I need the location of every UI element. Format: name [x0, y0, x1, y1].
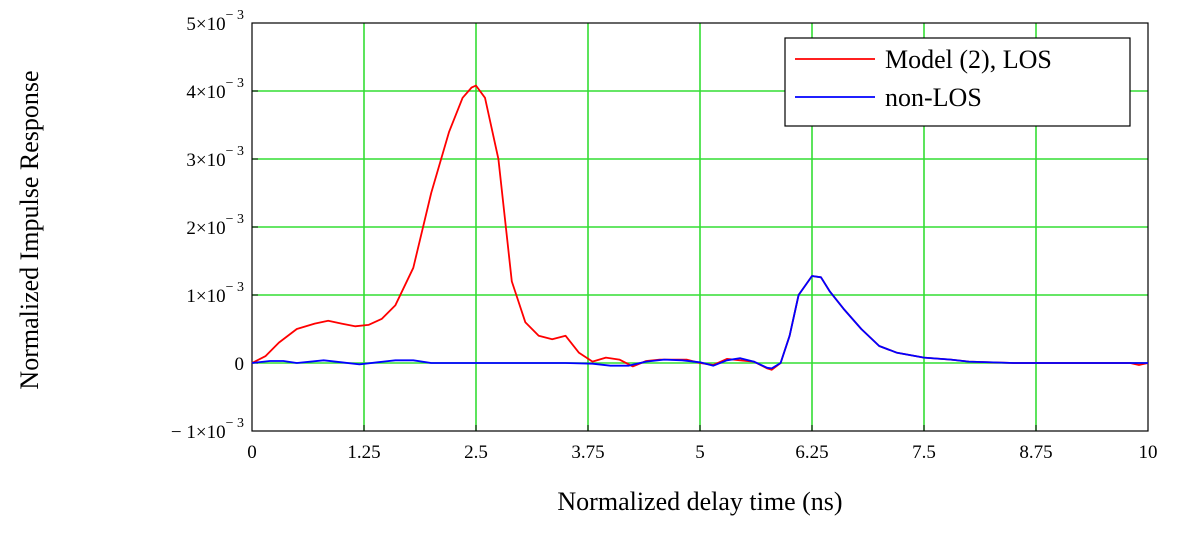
legend: Model (2), LOS non-LOS	[784, 37, 1131, 127]
y-tick-label: − 1×10− 3	[171, 416, 244, 443]
series-lines	[251, 84, 1149, 371]
x-tick-label: 1.25	[347, 442, 380, 463]
axis-ticks: 0 1.25 2.5 3.75 5 6.25 7.5 8.75 10 5×10− 3 4×10− 3…	[171, 8, 1158, 463]
x-tick-label: 6.25	[795, 442, 828, 463]
y-tick-label: 2×10− 3	[186, 212, 244, 239]
x-tick-label: 3.75	[571, 442, 604, 463]
x-tick-label: 7.5	[912, 442, 936, 463]
x-tick-label: 10	[1139, 442, 1158, 463]
legend-label-los: Model (2), LOS	[885, 45, 1052, 74]
legend-label-non-los: non-LOS	[885, 83, 982, 112]
series-line-non-los	[251, 275, 1148, 370]
x-tick-label: 8.75	[1019, 442, 1052, 463]
y-tick-label: 5×10− 3	[186, 8, 244, 35]
y-tick-label: 0	[235, 354, 245, 375]
y-axis-label: Normalized Impulse Response	[15, 70, 44, 389]
y-tick-label: 4×10− 3	[186, 76, 244, 103]
x-tick-label: 0	[247, 442, 257, 463]
y-tick-label: 1×10− 3	[186, 280, 244, 307]
y-tick-label: 3×10− 3	[186, 144, 244, 171]
x-tick-label: 2.5	[464, 442, 488, 463]
legend-box	[784, 37, 1131, 127]
x-axis-label: Normalized delay time (ns)	[557, 487, 842, 516]
x-tick-label: 5	[695, 442, 705, 463]
